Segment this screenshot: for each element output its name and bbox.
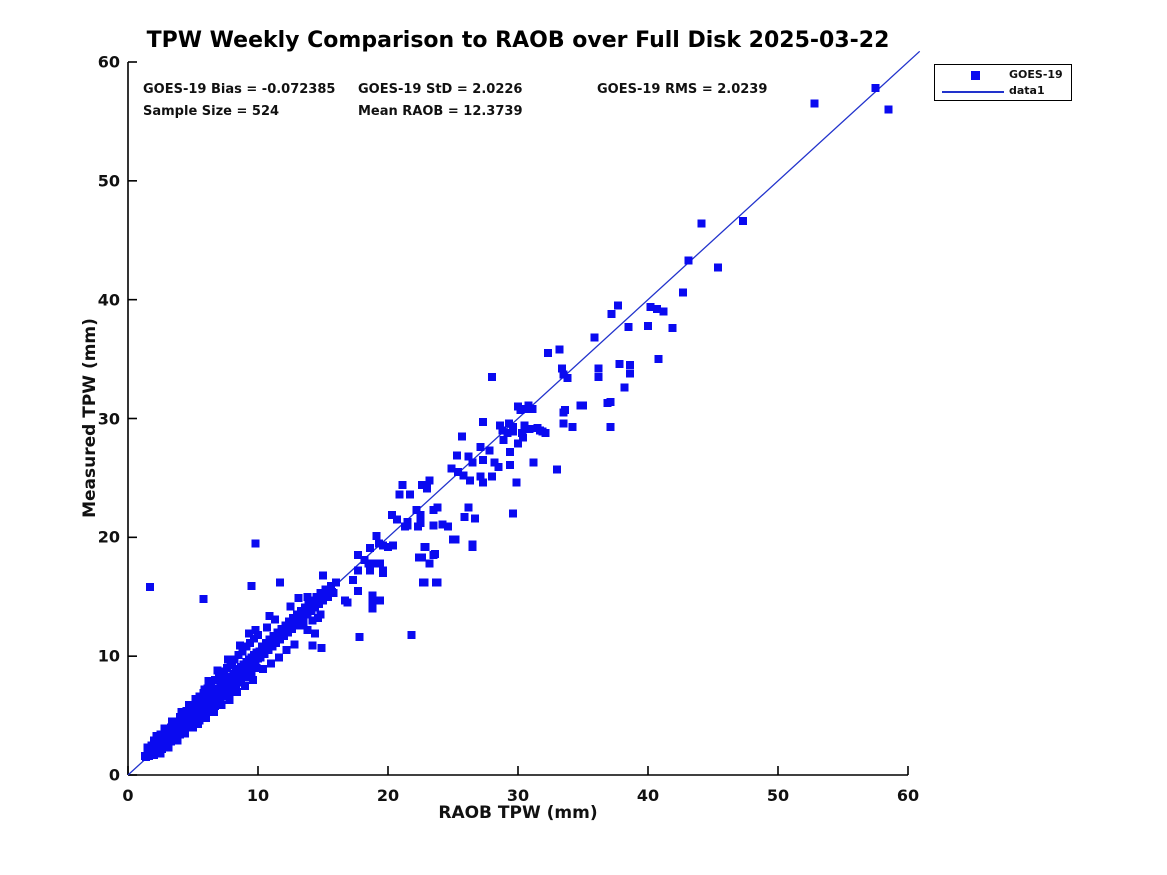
x-tick-label: 20: [376, 786, 400, 805]
stats-rms: GOES-19 RMS = 2.0239: [597, 82, 768, 97]
y-tick-label: 10: [97, 646, 120, 666]
x-tick-label: 50: [766, 786, 790, 805]
y-tick-label: 60: [97, 52, 120, 72]
x-tick-label: 30: [506, 786, 530, 805]
y-tick-label: 20: [97, 527, 120, 547]
y-tick-label: 40: [97, 290, 120, 310]
y-axis-label: Measured TPW (mm): [80, 318, 100, 518]
stats-sample-size: Sample Size = 524: [143, 104, 280, 119]
x-axis-label: RAOB TPW (mm): [438, 803, 598, 823]
y-tick-label: 0: [108, 765, 120, 785]
y-tick-label: 30: [97, 409, 120, 428]
stats-bias: GOES-19 Bias = -0.072385: [143, 82, 336, 97]
chart-title: TPW Weekly Comparison to RAOB over Full …: [146, 28, 890, 53]
x-tick-label: 40: [636, 786, 660, 805]
x-tick-label: 60: [896, 786, 920, 805]
stats-mean-raob: Mean RAOB = 12.3739: [358, 104, 523, 119]
axes: [127, 61, 909, 776]
legend-label-goes19: GOES-19: [1009, 68, 1063, 81]
x-tick-label: 10: [246, 786, 270, 805]
legend-line-swatch-icon: [942, 91, 1004, 93]
stats-std: GOES-19 StD = 2.0226: [358, 82, 523, 97]
legend-square-marker-icon: [971, 71, 980, 80]
y-tick-label: 50: [97, 171, 120, 191]
legend-label-data1: data1: [1009, 84, 1045, 97]
scatter-points: [140, 84, 893, 762]
x-tick-label: 0: [122, 786, 134, 805]
legend: GOES-19 data1: [934, 64, 1072, 101]
